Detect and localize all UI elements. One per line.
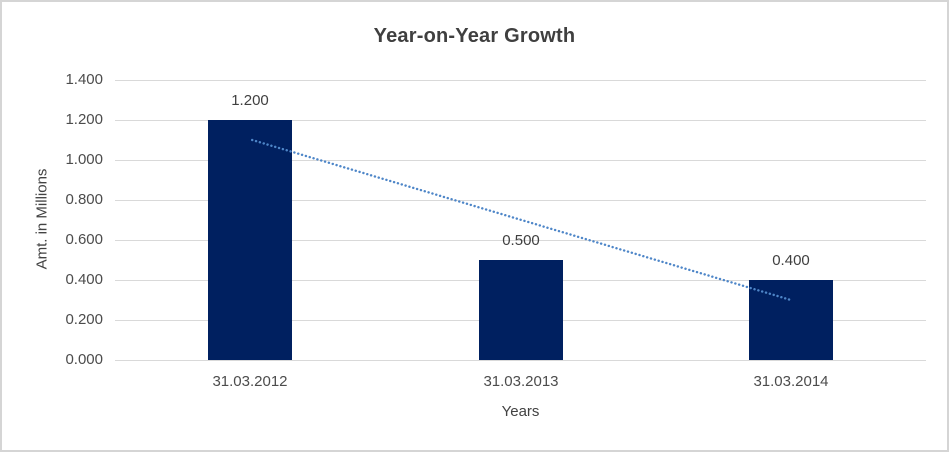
y-axis-tick-label: 0.800: [65, 191, 103, 208]
gridline: [115, 80, 926, 81]
gridline: [115, 120, 926, 121]
bar: [749, 280, 833, 360]
y-axis-tick-label: 1.400: [65, 71, 103, 88]
x-axis-tick-label: 31.03.2012: [212, 373, 288, 390]
x-axis-tick-label: 31.03.2014: [753, 373, 829, 390]
chart-title: Year-on-Year Growth: [373, 25, 576, 47]
y-axis-tick-label: 0.600: [65, 231, 103, 248]
x-axis-tick-label: 31.03.2013: [483, 373, 559, 390]
y-axis-tick-label: 0.400: [65, 271, 103, 288]
bar: [208, 120, 292, 360]
bar-value-label: 1.200: [231, 92, 269, 109]
gridline: [115, 360, 926, 361]
y-axis-tick-label: 0.000: [65, 351, 103, 368]
x-axis-title: Years: [501, 403, 540, 420]
y-axis-title: Amt. in Millions: [33, 168, 51, 270]
y-axis-tick-label: 1.000: [65, 151, 103, 168]
bar-value-label: 0.500: [502, 232, 540, 249]
bar: [479, 260, 563, 360]
y-axis-tick-label: 1.200: [65, 111, 103, 128]
y-axis-tick-label: 0.200: [65, 311, 103, 328]
bar-value-label: 0.400: [772, 252, 810, 269]
